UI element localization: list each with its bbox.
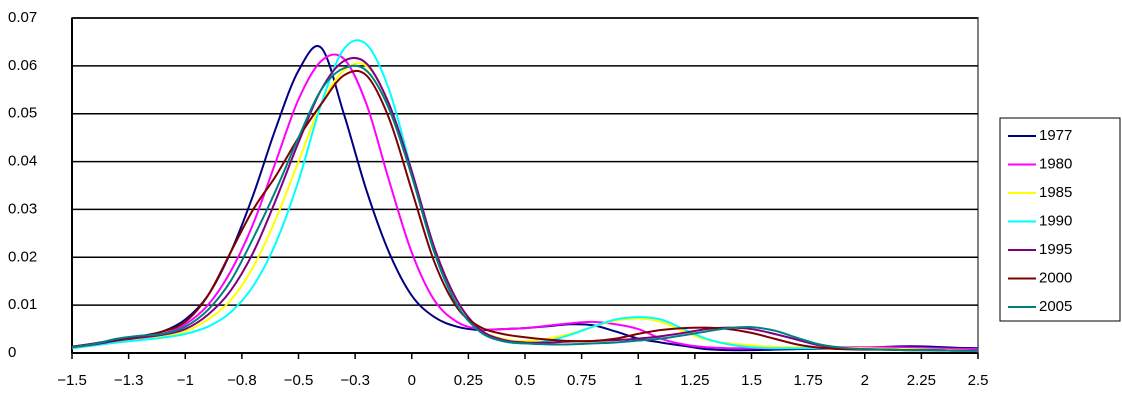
x-tick-label: 2.25 (907, 372, 936, 389)
series-line (71, 62, 979, 352)
legend-label: 1977 (1039, 127, 1072, 144)
legend-label: 1980 (1039, 155, 1072, 172)
x-tick-label: −1.3 (114, 372, 144, 389)
x-tick-label: 2 (861, 372, 869, 389)
y-tick-label: 0.03 (8, 200, 37, 217)
y-tick-label: 0.01 (8, 296, 37, 313)
x-tick-label: −0.3 (340, 372, 370, 389)
x-tick-label: 1.25 (680, 372, 709, 389)
y-tick-label: 0.06 (8, 57, 37, 74)
x-tick-label: 0.25 (454, 372, 483, 389)
x-tick-label: 0 (408, 372, 416, 389)
series-line (71, 64, 979, 352)
x-tick-label: 1.5 (741, 372, 762, 389)
x-tick-label: 2.5 (968, 372, 989, 389)
y-tick-label: 0.05 (8, 105, 37, 122)
series-line (71, 56, 979, 352)
legend-label: 1995 (1039, 241, 1072, 258)
x-tick-label: 0.5 (515, 372, 536, 389)
x-tick-label: 0.75 (567, 372, 596, 389)
y-tick-label: 0.07 (8, 9, 37, 26)
y-tick-label: 0.02 (8, 248, 37, 265)
legend-label: 2000 (1039, 269, 1072, 286)
y-tick-label: 0 (8, 344, 16, 361)
x-tick-label: −1.5 (57, 372, 87, 389)
legend-label: 1985 (1039, 184, 1072, 201)
legend-label: 1990 (1039, 212, 1072, 229)
x-tick-label: −1 (177, 372, 194, 389)
plot-area (71, 17, 979, 354)
x-tick-label: 1.75 (794, 372, 823, 389)
x-tick-label: −0.8 (227, 372, 257, 389)
y-tick-label: 0.04 (8, 153, 37, 170)
legend-box (999, 117, 1121, 322)
legend-label: 2005 (1039, 298, 1072, 315)
x-tick-label: −0.5 (284, 372, 314, 389)
series-line (71, 69, 979, 352)
x-tick-label: 1 (634, 372, 642, 389)
